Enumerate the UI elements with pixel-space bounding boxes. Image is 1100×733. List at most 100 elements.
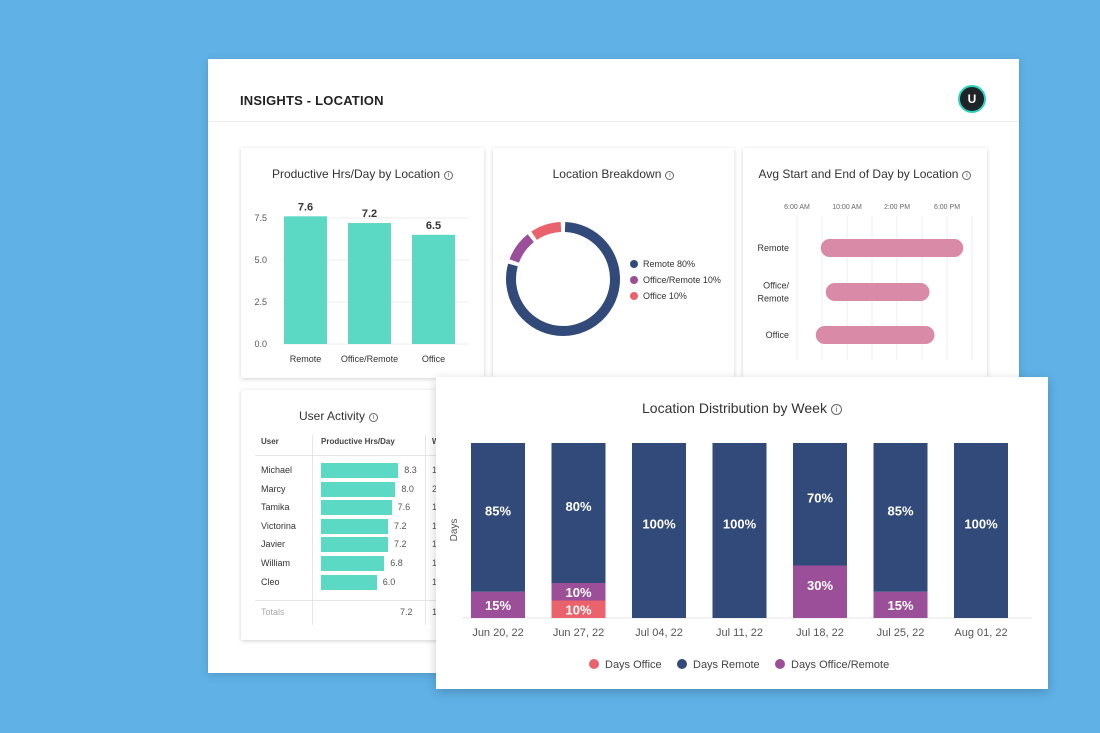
col3-value: 1 bbox=[432, 558, 438, 568]
col3-value: 1 bbox=[432, 465, 438, 475]
segment-label: 100% bbox=[723, 517, 757, 532]
data-label: 7.2 bbox=[362, 208, 377, 220]
info-icon[interactable]: i bbox=[369, 413, 378, 422]
hours-value: 7.2 bbox=[393, 539, 407, 550]
bar-segment-days-remote bbox=[793, 443, 847, 566]
donut-slice-0 bbox=[506, 222, 620, 336]
hours-value: 7.2 bbox=[393, 520, 407, 531]
info-icon[interactable]: i bbox=[444, 171, 454, 180]
header-divider bbox=[208, 121, 1019, 122]
segment-label: 15% bbox=[485, 598, 511, 613]
hours-bar bbox=[321, 463, 399, 478]
location-donut-chart: Remote 80% Office/Remote 10% Office 10% bbox=[506, 222, 721, 336]
category-label: Remote bbox=[757, 243, 789, 253]
column-header-3[interactable]: W bbox=[432, 437, 440, 446]
legend-dot bbox=[677, 659, 687, 669]
column-header-user[interactable]: User bbox=[261, 437, 279, 446]
bar-segment-days-office-remote bbox=[793, 565, 847, 618]
segment-label: 70% bbox=[807, 490, 833, 505]
productive-hours-card: Productive Hrs/Day by Location i 0.0 2.5 5.… bbox=[241, 148, 484, 378]
segment-label: 15% bbox=[887, 598, 913, 613]
hours-value: 8.0 bbox=[401, 483, 414, 494]
hours-value: 8.3 bbox=[404, 465, 417, 475]
x-tick-label: Jun 27, 22 bbox=[553, 627, 604, 639]
weekly-distribution-card: Location Distribution by Week i Days 15% 85… bbox=[436, 377, 1048, 689]
x-tick-label: Jul 11, 22 bbox=[716, 627, 763, 639]
user-name: Tamika bbox=[261, 502, 290, 513]
x-tick-label: Jul 18, 22 bbox=[796, 627, 844, 639]
category-label: Office/ bbox=[763, 281, 789, 291]
user-name: Michael bbox=[261, 465, 293, 475]
info-icon[interactable]: i bbox=[830, 404, 842, 415]
avatar[interactable]: U bbox=[958, 85, 986, 113]
bar-segment-days-remote bbox=[471, 443, 525, 592]
bar-segment-days-remote bbox=[873, 443, 928, 592]
bar-segment-days-remote bbox=[712, 443, 767, 618]
bar-remote bbox=[284, 216, 327, 344]
donut-slice-2 bbox=[531, 222, 562, 241]
start-end-chart: 6:00 AM 10:00 AM 2:00 PM 6:00 PM Remote Offic… bbox=[757, 204, 973, 360]
x-tick-label: 6:00 PM bbox=[934, 204, 960, 211]
card-title: User Activity i bbox=[241, 409, 436, 423]
card-title-text: User Activity bbox=[298, 409, 365, 423]
legend-label: Days Remote bbox=[693, 659, 760, 671]
card-title: Location Breakdown i bbox=[493, 167, 734, 181]
user-activity-table: User Productive Hrs/Day W Totals 7.2 1 M… bbox=[241, 390, 484, 640]
hours-bar bbox=[321, 518, 388, 534]
column-divider bbox=[312, 435, 313, 625]
hours-bar bbox=[321, 500, 392, 516]
bar-segment-days-remote bbox=[551, 443, 606, 583]
data-label: 7.6 bbox=[298, 201, 313, 213]
range-bar bbox=[825, 283, 930, 301]
legend-dot bbox=[589, 659, 599, 669]
user-name: Javier bbox=[261, 539, 286, 550]
hours-value: 6.0 bbox=[382, 576, 396, 587]
x-tick-label: 6:00 AM bbox=[784, 204, 810, 211]
card-title-text: Avg Start and End of Day by Location bbox=[758, 167, 959, 181]
y-tick-label: 5.0 bbox=[254, 255, 267, 265]
x-tick-label: Jul 04, 22 bbox=[635, 627, 683, 639]
segment-label: 100% bbox=[964, 517, 998, 532]
hours-value: 7.6 bbox=[397, 502, 411, 513]
segment-label: 80% bbox=[565, 499, 591, 514]
bar-segment-days-remote bbox=[954, 443, 1008, 618]
x-tick-label: Jun 20, 22 bbox=[472, 627, 523, 639]
legend-label: Remote 80% bbox=[643, 259, 695, 269]
col3-value: 1 bbox=[432, 576, 438, 587]
card-title-text: Location Breakdown bbox=[552, 167, 662, 181]
totals-col3: 1 bbox=[432, 607, 438, 617]
segment-label: 10% bbox=[565, 602, 591, 617]
y-tick-label: 2.5 bbox=[254, 297, 267, 307]
legend-dot bbox=[775, 659, 785, 669]
info-icon[interactable]: i bbox=[665, 171, 675, 180]
legend-dot bbox=[630, 292, 638, 300]
x-tick-label: Aug 01, 22 bbox=[954, 627, 1007, 639]
bar-segment-days-office-remote bbox=[551, 583, 606, 601]
card-title-text: Location Distribution by Week bbox=[642, 400, 827, 416]
card-title: Avg Start and End of Day by Location i bbox=[743, 167, 987, 181]
col3-value: 1 bbox=[432, 539, 438, 550]
col3-value: 2 bbox=[432, 483, 438, 494]
segment-label: 85% bbox=[887, 503, 913, 518]
segment-label: 30% bbox=[807, 578, 833, 593]
legend-label: Office/Remote 10% bbox=[643, 275, 721, 285]
card-title: Location Distribution by Week i bbox=[436, 400, 1048, 416]
segment-label: 100% bbox=[642, 517, 676, 532]
bar-office bbox=[412, 234, 455, 344]
totals-hours: 7.2 bbox=[400, 607, 413, 617]
col3-value: 1 bbox=[432, 520, 438, 531]
y-tick-label: 7.5 bbox=[254, 213, 267, 223]
segment-label: 10% bbox=[565, 585, 591, 600]
legend-label: Days Office/Remote bbox=[791, 659, 889, 671]
legend-dot bbox=[630, 276, 638, 284]
range-bar bbox=[820, 239, 964, 257]
data-label: 6.5 bbox=[426, 220, 441, 232]
col3-value: 1 bbox=[432, 502, 438, 513]
hours-bar bbox=[321, 574, 377, 590]
range-bar bbox=[815, 326, 935, 344]
legend-label: Office 10% bbox=[643, 291, 687, 301]
column-header-hours[interactable]: Productive Hrs/Day bbox=[321, 437, 395, 446]
totals-divider bbox=[255, 600, 484, 601]
productive-hours-chart: 0.0 2.5 5.0 7.5 7.6 Remote 7.2 Office/Remote 6.5… bbox=[254, 201, 469, 364]
info-icon[interactable]: i bbox=[962, 171, 972, 180]
